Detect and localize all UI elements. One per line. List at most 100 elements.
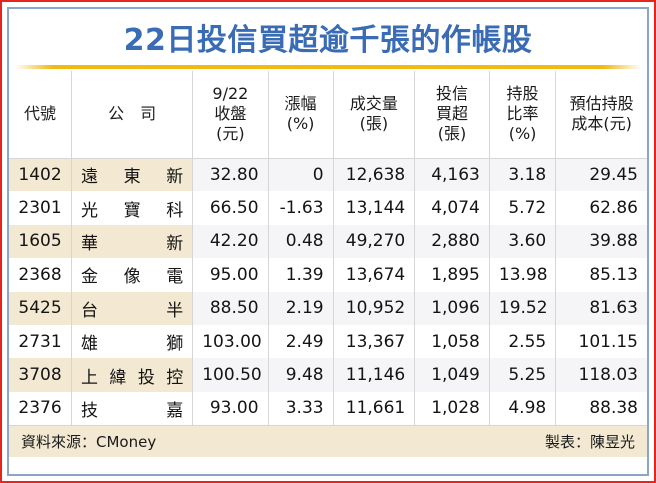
cell-est_cost: 81.63 [555, 291, 647, 325]
cell-est_cost: 29.45 [555, 158, 647, 192]
column-header-line: 成本(元) [571, 114, 632, 134]
column-header-line: (張) [437, 124, 467, 144]
table-row[interactable]: 2301 光寶科 66.50 -1.63 13,144 4,074 5.72 62.86 [9, 191, 647, 225]
cell-net_buy: 1,049 [414, 358, 490, 392]
cell-net_buy: 1,058 [414, 324, 490, 359]
title-bar: 22日投信買超逾千張的作帳股 [9, 9, 647, 65]
cell-code: 3708 [9, 358, 73, 392]
cell-change: 2.49 [268, 324, 334, 359]
cell-change: 0.48 [268, 224, 334, 259]
column-header-line: 比率 [506, 104, 539, 124]
cell-change: 3.33 [268, 391, 334, 426]
column-header-change: 漲幅 (%) [268, 71, 334, 159]
table-footer: 資料來源：CMoney 製表：陳昱光 [9, 425, 647, 458]
cell-change: 1.39 [268, 258, 334, 292]
cell-net_buy: 1,096 [414, 291, 490, 325]
cell-holding_ratio: 3.60 [489, 224, 557, 259]
cell-name: 華新 [71, 224, 194, 259]
cell-volume: 11,661 [333, 391, 416, 426]
cell-holding_ratio: 13.98 [489, 258, 557, 292]
cell-change: -1.63 [268, 191, 334, 225]
cell-volume: 49,270 [333, 224, 416, 259]
table-row[interactable]: 2368 金像電 95.00 1.39 13,674 1,895 13.98 85.13 [9, 258, 647, 292]
column-header-line: 成交量 [349, 94, 398, 114]
cell-name: 上緯投控 [71, 358, 194, 392]
column-header-line: 持股 [506, 84, 539, 104]
column-header-net_buy: 投信 買超 (張) [414, 71, 490, 159]
cell-name: 金像電 [71, 258, 194, 292]
table-row[interactable]: 1402 遠東新 32.80 0 12,638 4,163 3.18 29.45 [9, 158, 647, 192]
cell-est_cost: 39.88 [555, 224, 647, 259]
cell-est_cost: 62.86 [555, 191, 647, 225]
cell-holding_ratio: 19.52 [489, 291, 557, 325]
cell-code: 2376 [9, 391, 73, 426]
footer-source: 資料來源：CMoney [21, 433, 157, 452]
column-header-est_cost: 預估持股 成本(元) [555, 71, 647, 159]
cell-close: 66.50 [192, 191, 269, 225]
column-header-line: 投信 [436, 84, 469, 104]
cell-code: 2731 [9, 324, 73, 359]
cell-est_cost: 85.13 [555, 258, 647, 292]
column-header-code: 代號 [9, 71, 73, 159]
cell-net_buy: 1,028 [414, 391, 490, 426]
inner-frame: 22日投信買超逾千張的作帳股 代號公 司 9/22 收盤 (元) 漲幅 (%) 成交量 (張)… [7, 7, 649, 476]
column-header-line: 代號 [24, 104, 57, 124]
cell-change: 2.19 [268, 291, 334, 325]
column-header-line: (%) [286, 114, 315, 134]
cell-name: 光寶科 [71, 191, 194, 225]
page-title: 22日投信買超逾千張的作帳股 [123, 23, 533, 58]
cell-name: 技嘉 [71, 391, 194, 426]
column-header-line: 漲幅 [284, 94, 317, 114]
cell-code: 2368 [9, 258, 73, 292]
table-body: 1402 遠東新 32.80 0 12,638 4,163 3.18 29.45 2301 光寶科… [9, 158, 647, 426]
gold-divider [15, 65, 641, 69]
cell-close: 32.80 [192, 158, 269, 192]
cell-close: 95.00 [192, 258, 269, 292]
column-header-line: 預估持股 [569, 94, 634, 114]
cell-close: 103.00 [192, 324, 269, 359]
table-row[interactable]: 3708 上緯投控 100.50 9.48 11,146 1,049 5.25 118.03 [9, 358, 647, 392]
cell-code: 2301 [9, 191, 73, 225]
table-row[interactable]: 5425 台半 88.50 2.19 10,952 1,096 19.52 81.63 [9, 291, 647, 325]
header-row: 代號公 司 9/22 收盤 (元) 漲幅 (%) 成交量 (張) 投信 買超 (張) 持股 比率 (%) 預… [9, 71, 647, 159]
cell-holding_ratio: 4.98 [489, 391, 557, 426]
column-header-line: (張) [359, 114, 389, 134]
cell-name: 雄獅 [71, 324, 194, 359]
column-header-name: 公 司 [71, 71, 194, 159]
cell-code: 1402 [9, 158, 73, 192]
cell-change: 0 [268, 158, 334, 192]
cell-est_cost: 88.38 [555, 391, 647, 426]
cell-volume: 13,367 [333, 324, 416, 359]
column-header-line: (%) [508, 124, 537, 144]
cell-holding_ratio: 2.55 [489, 324, 557, 359]
column-header-line: 收盤 [214, 104, 247, 124]
column-header-line: (元) [216, 124, 245, 144]
cell-change: 9.48 [268, 358, 334, 392]
cell-net_buy: 2,880 [414, 224, 490, 259]
cell-volume: 13,674 [333, 258, 416, 292]
cell-net_buy: 4,163 [414, 158, 490, 192]
cell-volume: 13,144 [333, 191, 416, 225]
table-row[interactable]: 1605 華新 42.20 0.48 49,270 2,880 3.60 39.88 [9, 224, 647, 259]
cell-volume: 10,952 [333, 291, 416, 325]
cell-net_buy: 1,895 [414, 258, 490, 292]
column-header-close: 9/22 收盤 (元) [192, 71, 269, 159]
cell-close: 42.20 [192, 224, 269, 259]
column-header-line: 9/22 [212, 84, 249, 104]
cell-est_cost: 101.15 [555, 324, 647, 359]
cell-est_cost: 118.03 [555, 358, 647, 392]
cell-close: 93.00 [192, 391, 269, 426]
column-header-line: 公 司 [108, 104, 157, 124]
cell-name: 台半 [71, 291, 194, 325]
cell-net_buy: 4,074 [414, 191, 490, 225]
table-row[interactable]: 2731 雄獅 103.00 2.49 13,367 1,058 2.55 101.15 [9, 324, 647, 359]
cell-holding_ratio: 5.25 [489, 358, 557, 392]
column-header-line: 買超 [436, 104, 469, 124]
cell-close: 100.50 [192, 358, 269, 392]
table-row[interactable]: 2376 技嘉 93.00 3.33 11,661 1,028 4.98 88.38 [9, 391, 647, 426]
cell-volume: 12,638 [333, 158, 416, 192]
cell-holding_ratio: 3.18 [489, 158, 557, 192]
column-header-volume: 成交量 (張) [333, 71, 416, 159]
cell-holding_ratio: 5.72 [489, 191, 557, 225]
